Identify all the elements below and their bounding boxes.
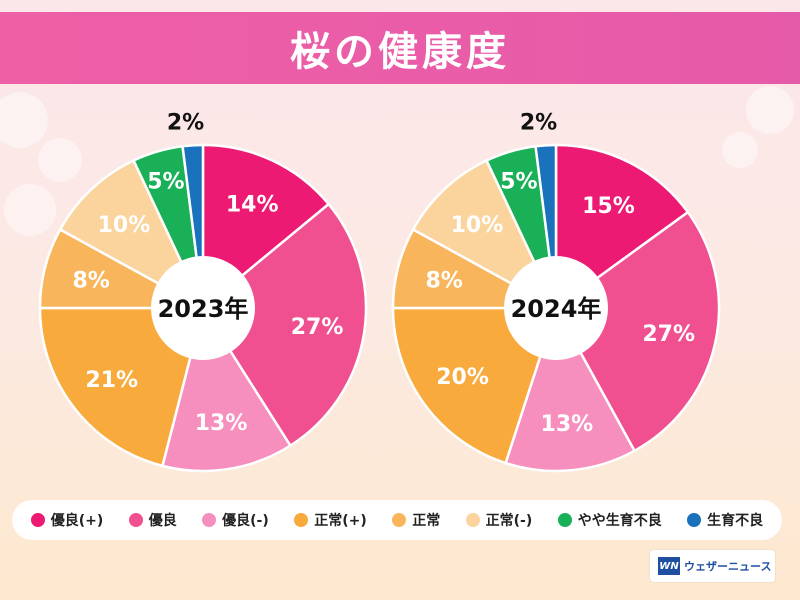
legend-item-0: 優良(+) — [30, 510, 104, 530]
slice-label-0-3: 21% — [85, 368, 138, 393]
slice-label-1-2: 13% — [541, 412, 594, 437]
legend-dot-1 — [128, 513, 143, 527]
legend-item-5: 正常(-) — [465, 510, 533, 530]
legend-label-7: 生育不良 — [707, 513, 764, 529]
slice-label-1-7: 2% — [520, 110, 557, 135]
legend-dot-5 — [465, 513, 480, 527]
center-year-label-0: 2023年 — [158, 295, 249, 323]
slice-label-1-3: 20% — [436, 365, 489, 390]
pie-slice-1-2 — [504, 304, 637, 473]
donut-hole-0 — [151, 256, 255, 360]
legend-item-4: 正常 — [392, 510, 440, 530]
legend-label-6: やや生育不良 — [577, 513, 662, 529]
legend-label-4: 正常 — [412, 513, 441, 529]
pie-chart-2024: 15% 27% 13% 20% 8% 10% 5% 2% 2024年 — [391, 110, 721, 473]
legend-dot-4 — [392, 513, 407, 527]
legend-label-2: 優良(-) — [222, 513, 269, 529]
slice-label-0-2: 13% — [195, 411, 248, 436]
legend-dot-7 — [687, 513, 702, 527]
slice-label-1-1: 27% — [642, 322, 695, 347]
legend-dot-2 — [202, 513, 217, 527]
weathernews-logo: WN ウェザーニュース — [650, 550, 775, 582]
slice-label-0-0: 14% — [226, 192, 279, 217]
legend: 優良(+) 優良 優良(-) 正常(+) 正常 正常(-) やや生育不良 生育不良 — [12, 500, 782, 540]
slice-label-1-5: 10% — [451, 213, 504, 238]
legend-dot-3 — [294, 513, 309, 527]
title-bar: 桜の健康度 — [0, 12, 800, 84]
pie-chart-2023: 14% 27% 13% 21% 8% 10% 5% 2% 2023年 — [38, 110, 368, 473]
slice-label-0-4: 8% — [72, 268, 109, 293]
pie-slice-1-0 — [554, 143, 690, 311]
logo-mark: WN — [658, 557, 680, 575]
pie-slice-1-1 — [554, 210, 721, 453]
center-year-label-1: 2024年 — [511, 295, 602, 323]
slice-label-0-5: 10% — [98, 213, 151, 238]
slice-label-1-0: 15% — [582, 194, 635, 219]
legend-item-7: 生育不良 — [687, 510, 763, 530]
pie-slice-1-3 — [391, 306, 558, 465]
slice-label-0-7: 2% — [167, 110, 204, 135]
legend-item-3: 正常(+) — [294, 510, 367, 530]
legend-dot-0 — [30, 513, 45, 527]
slice-label-0-1: 27% — [291, 315, 344, 340]
page-title: 桜の健康度 — [290, 29, 510, 75]
slice-label-1-4: 8% — [425, 268, 462, 293]
legend-label-1: 優良 — [148, 513, 177, 529]
legend-dot-6 — [557, 513, 572, 527]
pie-slice-0-3 — [38, 306, 205, 468]
legend-label-0: 優良(+) — [50, 513, 104, 529]
logo-text: ウェザーニュース — [684, 560, 772, 573]
legend-item-1: 優良 — [128, 510, 177, 530]
slice-label-0-6: 5% — [147, 169, 184, 194]
legend-item-2: 優良(-) — [202, 510, 269, 530]
legend-item-6: やや生育不良 — [557, 510, 662, 530]
slice-label-1-6: 5% — [500, 169, 537, 194]
donut-hole-1 — [504, 256, 608, 360]
legend-label-3: 正常(+) — [314, 513, 367, 529]
legend-label-5: 正常(-) — [485, 513, 533, 529]
pie-slice-0-1 — [201, 202, 368, 448]
